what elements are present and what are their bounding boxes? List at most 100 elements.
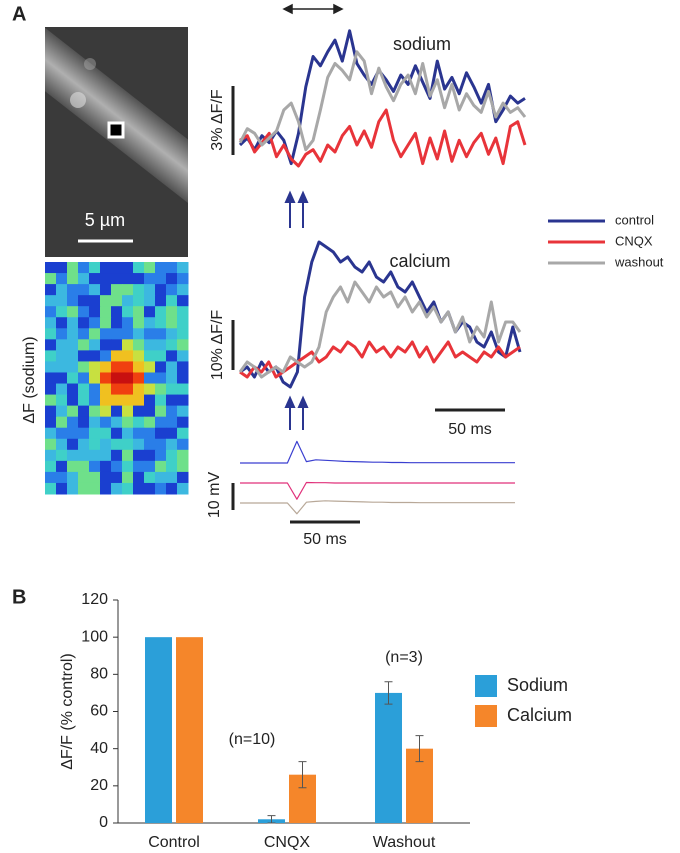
heatmap-cell — [100, 416, 112, 429]
heatmap-cell — [78, 438, 90, 451]
heatmap-cell — [166, 471, 178, 484]
heatmap-cell — [67, 372, 79, 385]
heatmap-cell — [166, 460, 178, 473]
heatmap-cell — [144, 372, 156, 385]
heatmap-cell — [155, 361, 167, 373]
heatmap-cell — [144, 471, 156, 484]
heatmap-cell — [177, 262, 189, 274]
heatmap-cell — [166, 427, 178, 440]
heatmap-cell — [89, 449, 101, 462]
annotation: (n=10) — [229, 731, 276, 748]
heatmap-cell — [45, 383, 57, 396]
heatmap-cell — [144, 427, 156, 440]
legend: control CNQX washout — [548, 212, 664, 269]
heatmap-cell — [144, 317, 156, 329]
heatmap — [45, 262, 189, 495]
heatmap-cell — [100, 306, 112, 318]
heatmap-cell — [177, 317, 189, 329]
heatmap-cell — [177, 460, 189, 473]
heatmap-cell — [155, 394, 167, 407]
y-axis-label: ΔF/F (% control) — [59, 653, 76, 769]
heatmap-cell — [78, 427, 90, 440]
heatmap-cell — [144, 328, 156, 340]
y-tick-label: 40 — [90, 740, 108, 757]
trace — [240, 500, 515, 515]
heatmap-cell — [78, 284, 90, 296]
heatmap-cell — [177, 438, 189, 451]
heatmap-cell — [133, 449, 145, 462]
x-tick-label: Control — [148, 834, 200, 851]
heatmap-cell — [89, 328, 101, 340]
x-tick-label: CNQX — [264, 834, 311, 851]
heatmap-cell — [67, 405, 79, 418]
trace — [238, 280, 522, 379]
heatmap-cell — [144, 405, 156, 418]
heatmap-cell — [45, 438, 57, 451]
heatmap-cell — [56, 295, 68, 307]
heatmap-cell — [78, 383, 90, 396]
heatmap-cell — [56, 471, 68, 484]
heatmap-cell — [133, 383, 145, 396]
heatmap-cell — [177, 284, 189, 296]
heatmap-cell — [122, 328, 134, 340]
heatmap-cell — [144, 273, 156, 285]
heatmap-cell — [111, 339, 123, 351]
heatmap-cell — [177, 383, 189, 396]
heatmap-cell — [89, 383, 101, 396]
time-bar-label: 50 ms — [303, 531, 347, 548]
heatmap-cell — [45, 471, 57, 484]
heatmap-cell — [144, 383, 156, 396]
heatmap-cell — [100, 482, 112, 495]
heatmap-cell — [100, 438, 112, 451]
heatmap-cell — [155, 273, 167, 285]
heatmap-cell — [100, 372, 112, 385]
heatmap-cell — [100, 339, 112, 351]
legend-label: control — [615, 212, 654, 227]
heatmap-cell — [133, 427, 145, 440]
heatmap-cell — [155, 284, 167, 296]
heatmap-cell — [166, 350, 178, 362]
heatmap-cell — [177, 372, 189, 385]
heatmap-label: ΔF (sodium) — [21, 336, 38, 423]
heatmap-cell — [78, 361, 90, 373]
heatmap-cell — [155, 427, 167, 440]
heatmap-cell — [89, 416, 101, 429]
heatmap-cell — [67, 438, 79, 451]
heatmap-cell — [89, 350, 101, 362]
heatmap-cell — [100, 427, 112, 440]
heatmap-cell — [45, 273, 57, 285]
heatmap-cell — [89, 427, 101, 440]
time-bar-label: 50 ms — [448, 421, 492, 438]
heatmap-cell — [100, 394, 112, 407]
heatmap-cell — [122, 383, 134, 396]
heatmap-cell — [89, 438, 101, 451]
heatmap-cell — [89, 460, 101, 473]
heatmap-cell — [111, 383, 123, 396]
heatmap-cell — [78, 394, 90, 407]
heatmap-cell — [166, 339, 178, 351]
heatmap-cell — [78, 471, 90, 484]
heatmap-cell — [78, 328, 90, 340]
heatmap-cell — [122, 427, 134, 440]
heatmap-cell — [133, 460, 145, 473]
heatmap-cell — [89, 361, 101, 373]
heatmap-cell — [56, 306, 68, 318]
heatmap-cell — [45, 328, 57, 340]
heatmap-cell — [100, 383, 112, 396]
heatmap-cell — [166, 262, 178, 274]
heatmap-cell — [177, 405, 189, 418]
heatmap-cell — [144, 339, 156, 351]
heatmap-cell — [89, 317, 101, 329]
heatmap-cell — [166, 482, 178, 495]
heatmap-cell — [122, 350, 134, 362]
heatmap-cell — [67, 427, 79, 440]
trace — [239, 240, 522, 389]
heatmap-cell — [155, 405, 167, 418]
heatmap-cell — [56, 328, 68, 340]
legend-label: CNQX — [615, 233, 653, 248]
heatmap-cell — [67, 471, 79, 484]
legend-swatch — [475, 705, 497, 727]
heatmap-cell — [89, 262, 101, 274]
y-tick-label: 60 — [90, 703, 108, 720]
